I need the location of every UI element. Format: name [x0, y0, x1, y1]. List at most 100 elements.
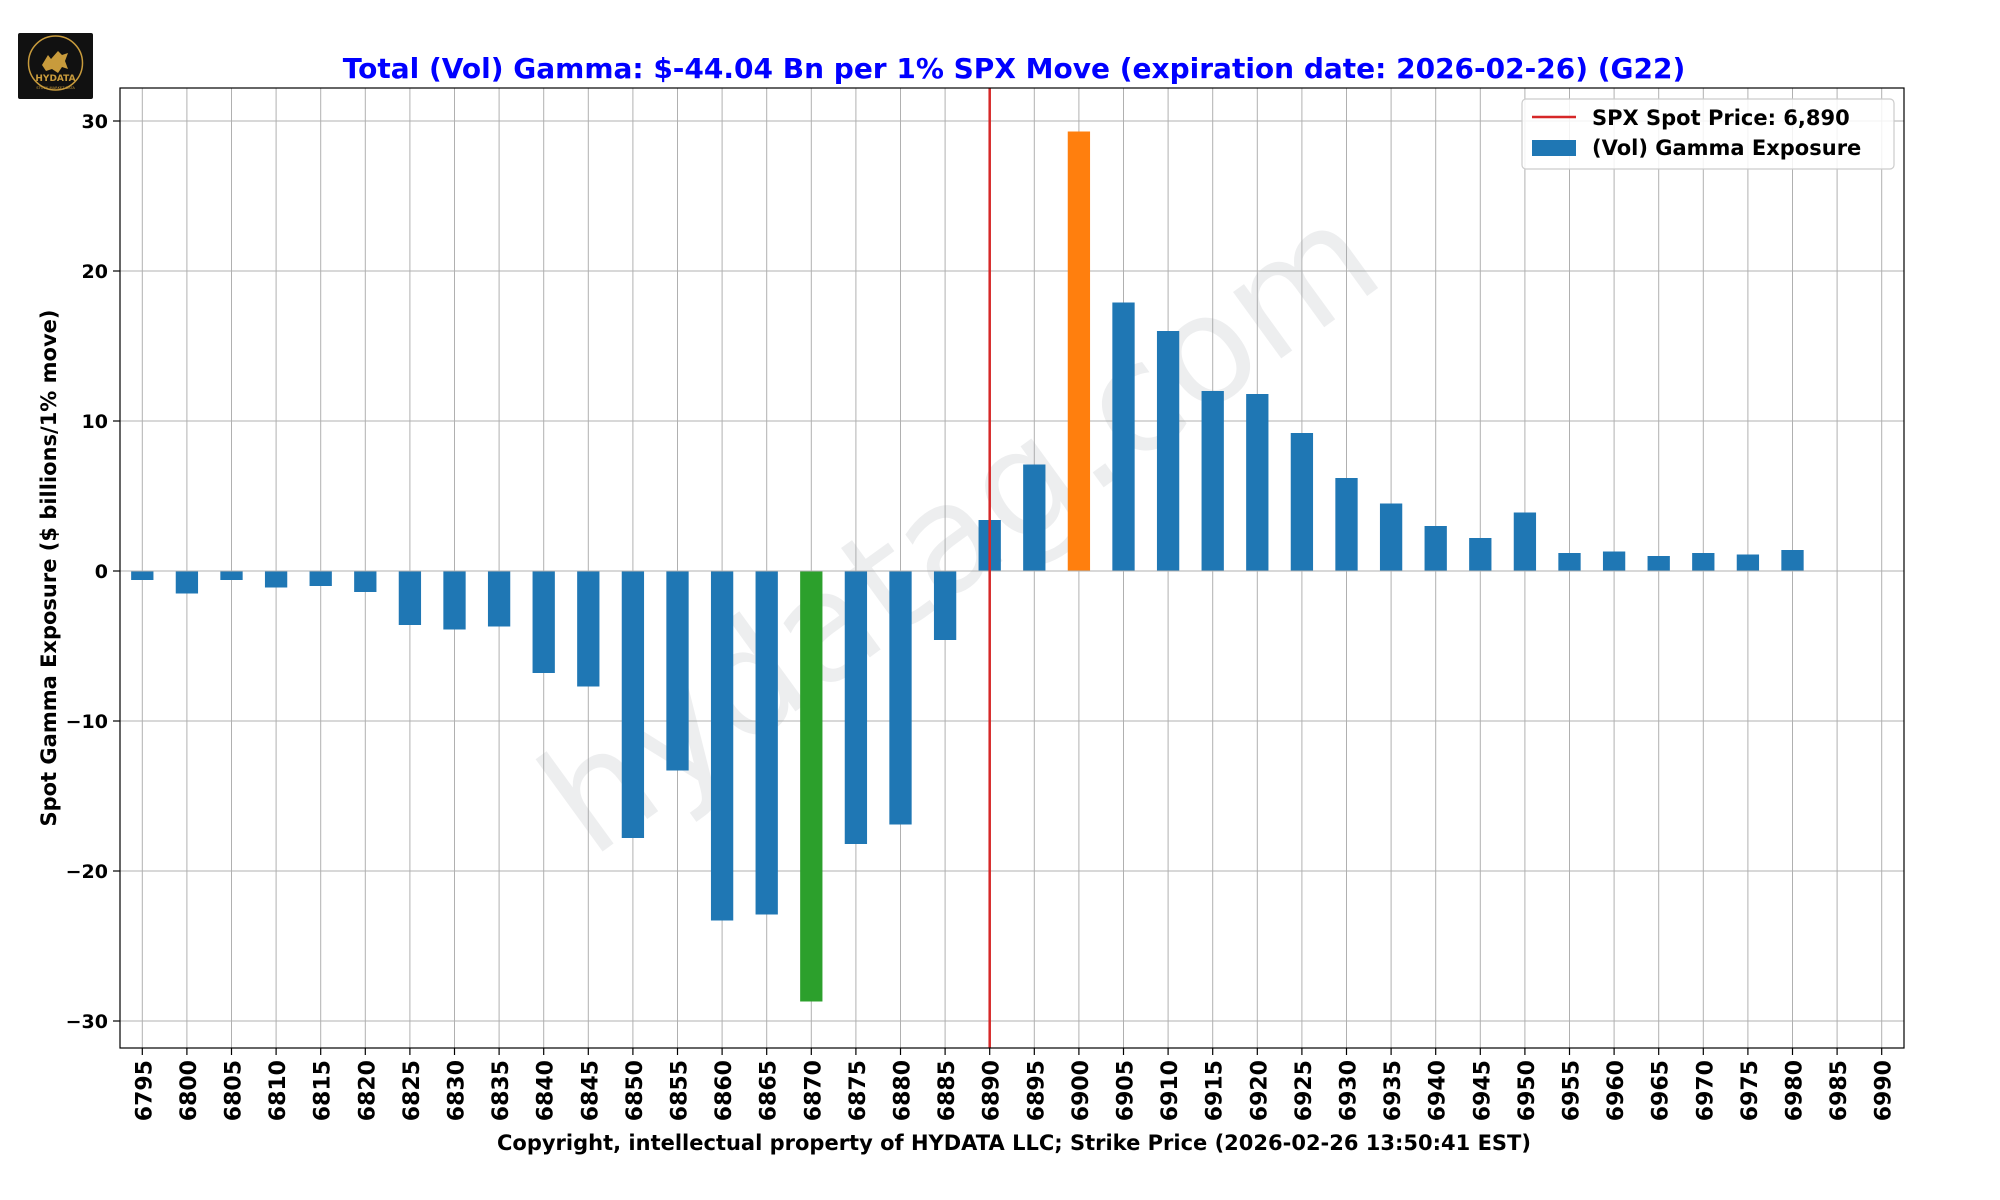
- x-tick-label: 6950: [1515, 1060, 1540, 1121]
- x-tick-label: 6810: [266, 1060, 291, 1121]
- x-tick-label: 6920: [1247, 1060, 1272, 1121]
- hydata-logo: HYDATA STOCK MARKET DATA: [18, 33, 93, 99]
- x-tick-label: 6980: [1783, 1060, 1808, 1121]
- x-axis: 6795 6800 6805 6810 6815 6820 6825 6830 6835 6840…: [132, 1048, 1897, 1121]
- x-tick-label: 6960: [1604, 1060, 1629, 1121]
- bar-6875: [844, 571, 868, 844]
- bar-6925: [1290, 433, 1314, 571]
- x-tick-label: 6910: [1158, 1060, 1183, 1121]
- bar-6840: [532, 571, 555, 673]
- x-tick-label: 6865: [757, 1060, 782, 1121]
- logo-text: HYDATA: [35, 74, 75, 84]
- bar-6795: [131, 571, 154, 580]
- bar-6870: [800, 571, 823, 1002]
- bar-6955: [1558, 553, 1581, 571]
- logo-tagline: STOCK MARKET DATA: [36, 86, 75, 90]
- x-tick-label: 6885: [935, 1060, 960, 1121]
- x-tick-label: 6845: [578, 1060, 603, 1121]
- x-tick-label: 6880: [891, 1060, 916, 1121]
- x-tick-label: 6815: [311, 1060, 336, 1121]
- x-tick-label: 6860: [712, 1060, 737, 1121]
- bar-6855: [666, 571, 689, 771]
- x-tick-label: 6800: [177, 1060, 202, 1121]
- x-tick-label: 6915: [1203, 1060, 1228, 1121]
- bar-6970: [1692, 553, 1715, 571]
- bar-6850: [621, 571, 645, 838]
- bar-6960: [1602, 551, 1626, 571]
- bar-6800: [175, 571, 199, 594]
- bar-6940: [1424, 526, 1447, 571]
- y-tick-label: −10: [66, 711, 108, 733]
- y-tick-label: 0: [95, 561, 108, 583]
- x-tick-label: 6895: [1024, 1060, 1049, 1121]
- bar-6930: [1335, 478, 1358, 571]
- x-tick-label: 6875: [846, 1060, 871, 1121]
- bar-6950: [1513, 512, 1537, 571]
- y-tick-label: 30: [82, 111, 108, 133]
- bar-6860: [710, 571, 734, 921]
- bar-6885: [933, 571, 957, 640]
- x-tick-label: 6890: [980, 1060, 1005, 1121]
- bar-6945: [1469, 538, 1492, 571]
- x-axis-label: Copyright, intellectual property of HYDA…: [497, 1131, 1531, 1155]
- bar-6835: [487, 571, 511, 627]
- legend-gamma-swatch: [1532, 140, 1576, 156]
- bar-6905: [1112, 302, 1135, 571]
- y-tick-label: 20: [82, 261, 108, 283]
- bar-6900: [1067, 131, 1091, 571]
- x-tick-label: 6795: [132, 1060, 157, 1121]
- bar-6820: [354, 571, 377, 592]
- x-tick-label: 6925: [1292, 1060, 1317, 1121]
- x-tick-label: 6850: [623, 1060, 648, 1121]
- y-axis: −30 −20 −10 0 10 20 30: [66, 111, 120, 1033]
- legend-spot-label: SPX Spot Price: 6,890: [1592, 106, 1850, 130]
- x-tick-label: 6820: [355, 1060, 380, 1121]
- x-tick-label: 6870: [801, 1060, 826, 1121]
- bar-6920: [1246, 394, 1269, 571]
- bar-6965: [1647, 556, 1670, 571]
- bar-6975: [1736, 554, 1760, 571]
- x-tick-label: 6900: [1069, 1060, 1094, 1121]
- bars: [131, 131, 1804, 1002]
- bar-6910: [1156, 331, 1180, 571]
- legend-box: [1521, 98, 1895, 170]
- x-tick-label: 6965: [1649, 1060, 1674, 1121]
- y-tick-label: −30: [66, 1011, 108, 1033]
- legend: SPX Spot Price: 6,890 (Vol) Gamma Exposu…: [1521, 98, 1895, 170]
- plot-frame: [119, 87, 1905, 1049]
- bar-6880: [889, 571, 912, 825]
- x-tick-label: 6930: [1337, 1060, 1362, 1121]
- x-tick-label: 6945: [1470, 1060, 1495, 1121]
- bar-6865: [755, 571, 778, 915]
- bar-6825: [398, 571, 422, 625]
- legend-gamma-label: (Vol) Gamma Exposure: [1592, 136, 1861, 160]
- x-tick-label: 6855: [668, 1060, 693, 1121]
- y-tick-label: 10: [82, 411, 108, 433]
- x-tick-label: 6840: [534, 1060, 559, 1121]
- x-tick-label: 6940: [1426, 1060, 1451, 1121]
- x-tick-label: 6975: [1738, 1060, 1763, 1121]
- bar-6935: [1379, 503, 1403, 571]
- x-tick-label: 6905: [1114, 1060, 1139, 1121]
- y-tick-label: −20: [66, 861, 108, 883]
- x-tick-label: 6805: [222, 1060, 247, 1121]
- x-tick-label: 6985: [1827, 1060, 1852, 1121]
- x-tick-label: 6825: [400, 1060, 425, 1121]
- bar-6895: [1023, 464, 1046, 571]
- bar-6980: [1781, 550, 1804, 571]
- bar-6810: [264, 571, 288, 588]
- x-tick-label: 6830: [445, 1060, 470, 1121]
- bar-6830: [443, 571, 466, 630]
- x-tick-label: 6935: [1381, 1060, 1406, 1121]
- x-tick-label: 6835: [489, 1060, 514, 1121]
- chart-title: Total (Vol) Gamma: $-44.04 Bn per 1% SPX…: [343, 52, 1686, 85]
- x-tick-label: 6970: [1693, 1060, 1718, 1121]
- x-tick-label: 6955: [1560, 1060, 1585, 1121]
- bar-6845: [577, 571, 600, 687]
- bar-6815: [309, 571, 332, 586]
- x-tick-label: 6990: [1872, 1060, 1897, 1121]
- bar-6915: [1201, 391, 1224, 571]
- bar-6805: [220, 571, 243, 580]
- y-axis-label: Spot Gamma Exposure ($ billions/1% move): [37, 310, 61, 827]
